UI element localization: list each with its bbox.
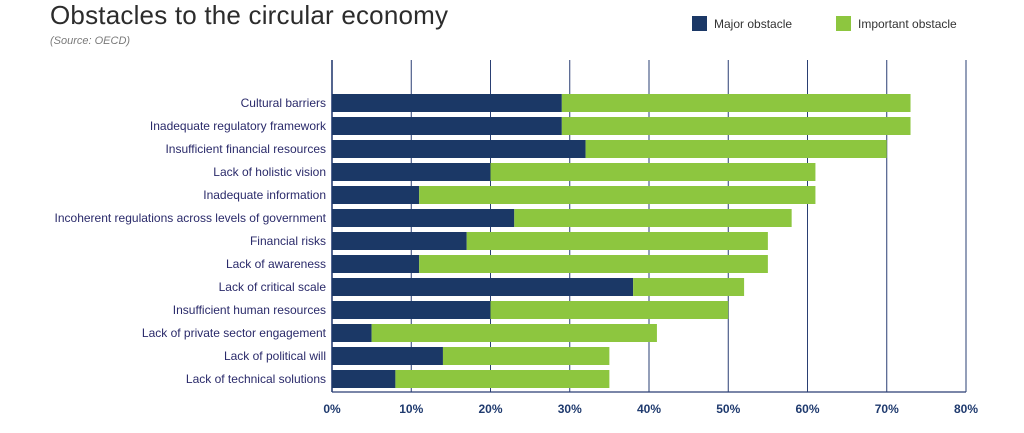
bar-major-obstacle	[332, 370, 396, 388]
x-tick-label: 40%	[637, 402, 661, 416]
bar-important-obstacle	[561, 94, 911, 112]
x-tick-label: 10%	[399, 402, 423, 416]
bar-important-obstacle	[419, 186, 816, 204]
x-tick-label: 30%	[558, 402, 582, 416]
chart-title: Obstacles to the circular economy	[50, 0, 449, 30]
legend-swatch-important	[836, 16, 851, 31]
category-label: Cultural barriers	[241, 96, 326, 110]
category-label: Inadequate regulatory framework	[150, 119, 327, 133]
category-label: Lack of critical scale	[219, 280, 327, 294]
x-tick-label: 80%	[954, 402, 978, 416]
bar-important-obstacle	[419, 255, 768, 273]
legend-swatch-major	[692, 16, 707, 31]
bar-important-obstacle	[490, 163, 816, 181]
bar-major-obstacle	[332, 324, 372, 342]
bar-major-obstacle	[332, 255, 420, 273]
legend-item-major: Major obstacle	[692, 16, 792, 31]
bar-major-obstacle	[332, 117, 562, 135]
bar-important-obstacle	[490, 301, 729, 319]
legend-label-major: Major obstacle	[714, 16, 793, 31]
bar-major-obstacle	[332, 278, 634, 296]
bar-important-obstacle	[633, 278, 745, 296]
bar-major-obstacle	[332, 209, 515, 227]
category-label: Lack of awareness	[226, 257, 326, 271]
bar-important-obstacle	[561, 117, 911, 135]
legend-label-important: Important obstacle	[858, 16, 957, 31]
x-tick-label: 50%	[716, 402, 740, 416]
bar-major-obstacle	[332, 94, 562, 112]
x-tick-label: 20%	[478, 402, 502, 416]
x-tick-label: 70%	[875, 402, 899, 416]
x-tick-label: 0%	[323, 402, 341, 416]
category-label: Insufficient human resources	[173, 303, 326, 317]
bar-major-obstacle	[332, 347, 443, 365]
category-label: Incoherent regulations across levels of …	[55, 211, 327, 225]
bar-major-obstacle	[332, 232, 467, 250]
bar-important-obstacle	[395, 370, 610, 388]
category-label: Financial risks	[250, 234, 326, 248]
bar-major-obstacle	[332, 186, 420, 204]
category-label: Lack of holistic vision	[213, 165, 326, 179]
category-label: Lack of private sector engagement	[142, 326, 327, 340]
category-label: Insufficient financial resources	[165, 142, 326, 156]
bar-important-obstacle	[585, 140, 887, 158]
bar-major-obstacle	[332, 140, 586, 158]
legend-item-important: Important obstacle	[836, 16, 957, 31]
bar-important-obstacle	[442, 347, 610, 365]
category-label: Inadequate information	[203, 188, 326, 202]
category-label: Lack of political will	[224, 349, 326, 363]
bar-important-obstacle	[514, 209, 792, 227]
bar-important-obstacle	[466, 232, 768, 250]
bar-important-obstacle	[371, 324, 657, 342]
bar-major-obstacle	[332, 163, 491, 181]
chart-subtitle: (Source: OECD)	[50, 35, 131, 47]
bar-major-obstacle	[332, 301, 491, 319]
category-label: Lack of technical solutions	[186, 372, 326, 386]
x-tick-label: 60%	[795, 402, 819, 416]
